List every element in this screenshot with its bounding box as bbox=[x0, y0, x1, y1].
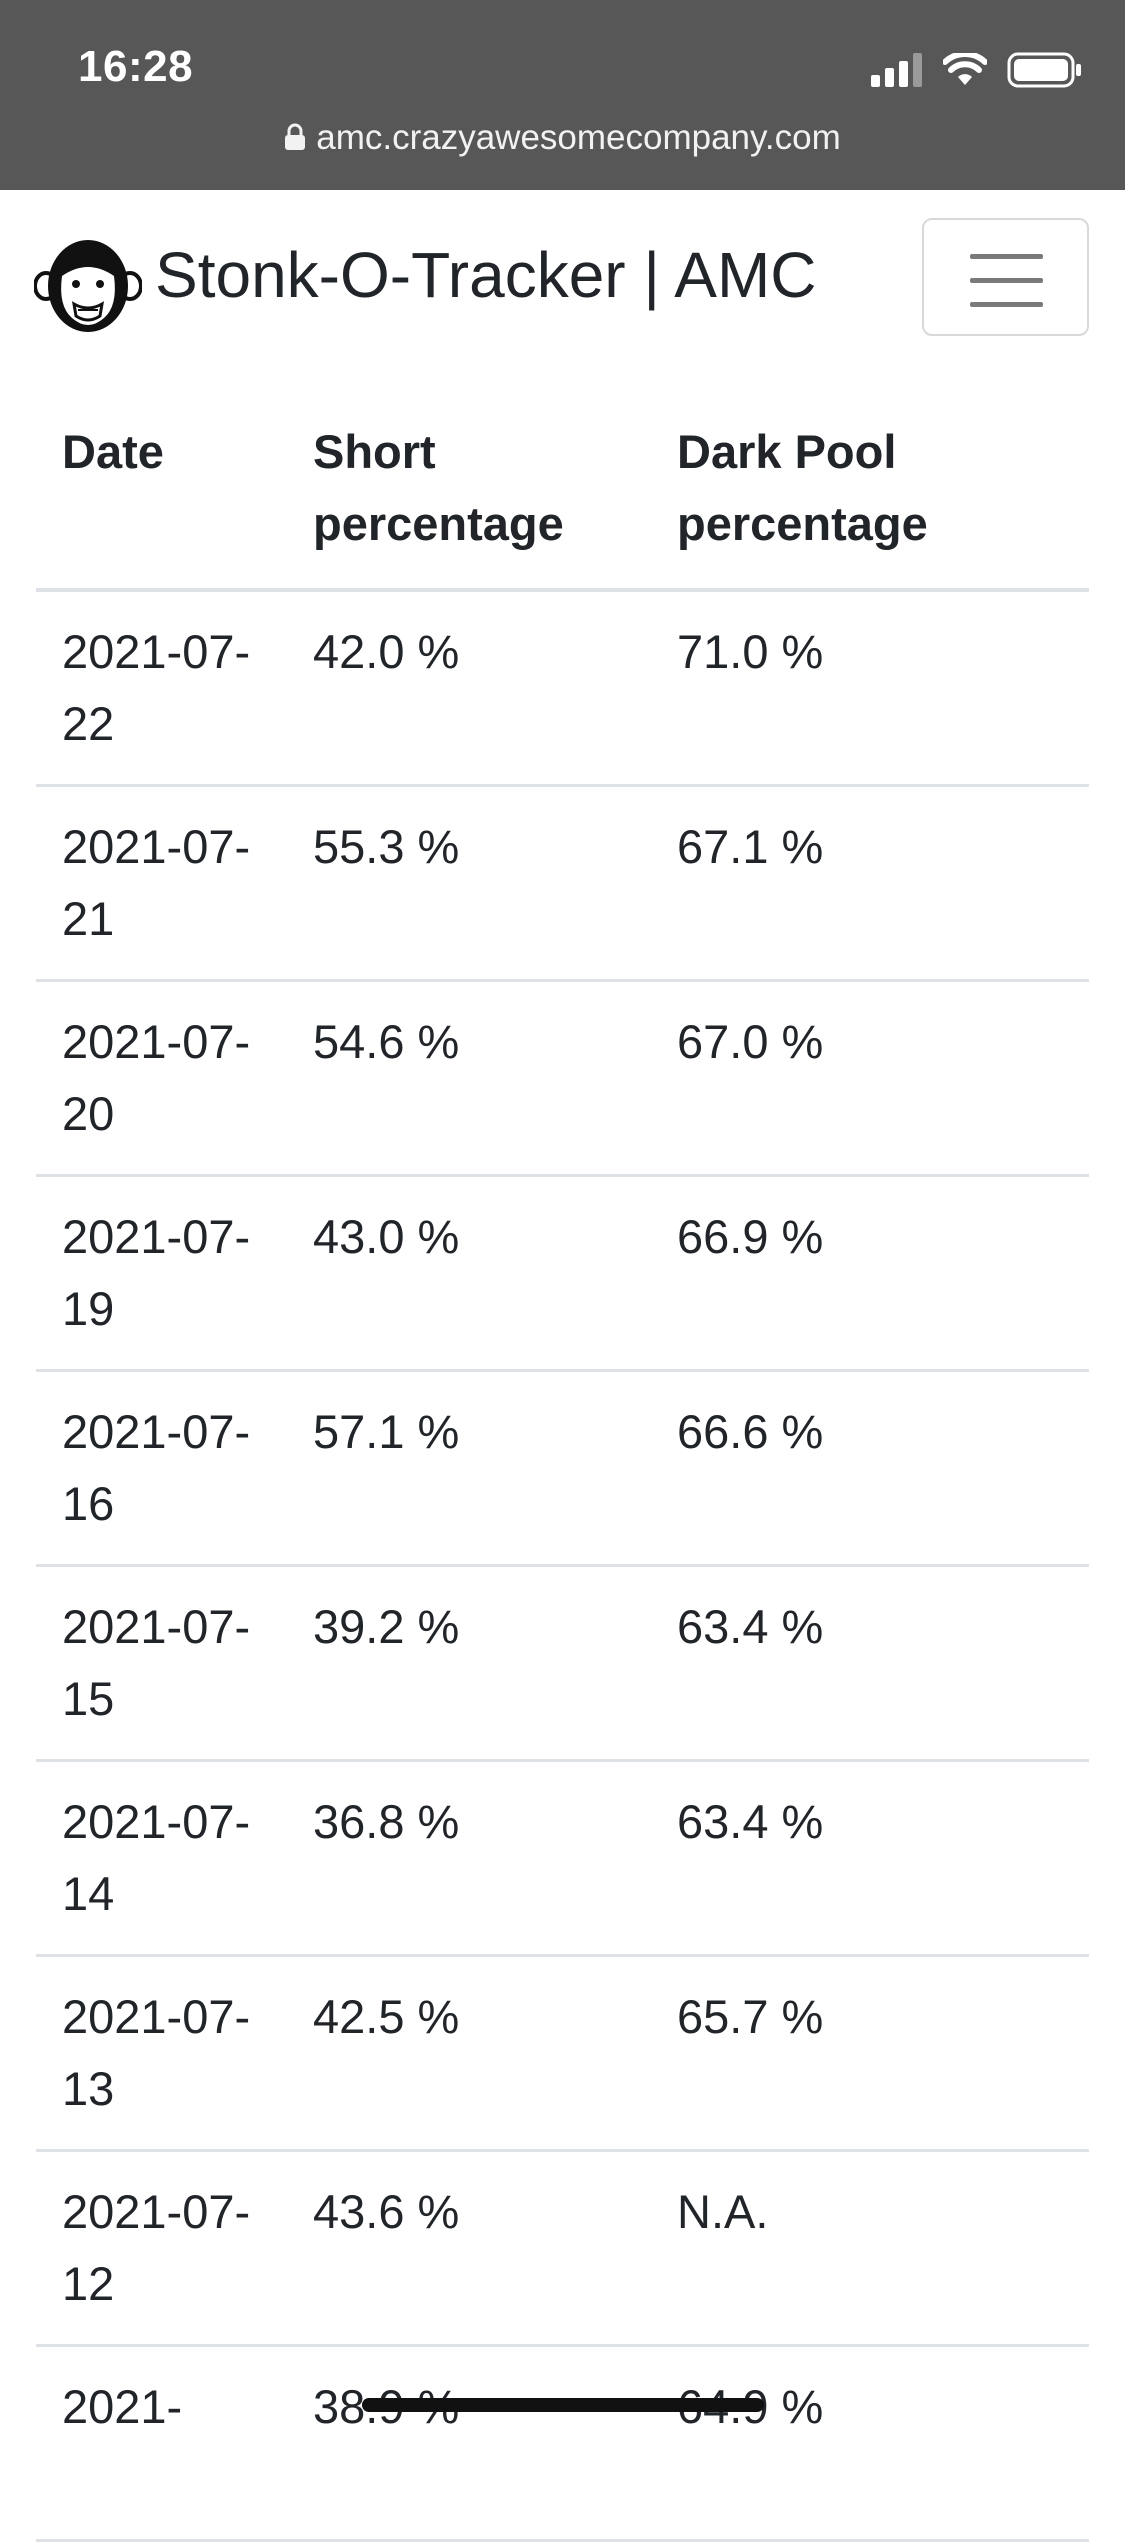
browser-top-bar: 16:28 amc.crazyawesomecompany.com bbox=[0, 0, 1125, 190]
cell-short: 42.5 % bbox=[287, 1955, 651, 2152]
cell-dark-pool: 71.0 % bbox=[651, 590, 1089, 787]
cell-dark-pool: 66.9 % bbox=[651, 1175, 1089, 1372]
cell-date: 2021-07-15 bbox=[36, 1565, 287, 1762]
cell-dark-pool: 66.6 % bbox=[651, 1370, 1089, 1567]
table-row: 2021-07-21 55.3 % 67.1 % bbox=[36, 785, 1089, 982]
cell-date: 2021-07-19 bbox=[36, 1175, 287, 1372]
cell-short: 36.8 % bbox=[287, 1760, 651, 1957]
cell-date: 2021-07-22 bbox=[36, 590, 287, 787]
table-row: 2021-07-19 43.0 % 66.9 % bbox=[36, 1175, 1089, 1372]
table-row: 2021-07-22 42.0 % 71.0 % bbox=[36, 590, 1089, 787]
table-row: 2021-07-15 39.2 % 63.4 % bbox=[36, 1565, 1089, 1762]
status-time: 16:28 bbox=[78, 42, 194, 91]
cell-dark-pool: 67.0 % bbox=[651, 980, 1089, 1177]
cell-date: 2021-07-14 bbox=[36, 1760, 287, 1957]
cell-dark-pool: 63.4 % bbox=[651, 1760, 1089, 1957]
table-row: 2021- 38.9 % 64.9 % bbox=[36, 2345, 1089, 2542]
cell-short: 43.0 % bbox=[287, 1175, 651, 1372]
cell-date: 2021-07-13 bbox=[36, 1955, 287, 2152]
signal-icon bbox=[871, 53, 922, 87]
short-data-table: Date Short percentage Dark Pool percenta… bbox=[36, 368, 1089, 2542]
cell-short: 54.6 % bbox=[287, 980, 651, 1177]
cell-short: 38.9 % bbox=[287, 2345, 651, 2542]
header-dark-pool-percentage: Dark Pool percentage bbox=[651, 368, 1089, 592]
menu-toggle-button[interactable] bbox=[922, 218, 1089, 336]
table-header-row: Date Short percentage Dark Pool percenta… bbox=[36, 368, 1089, 592]
cell-dark-pool: 65.7 % bbox=[651, 1955, 1089, 2152]
table-row: 2021-07-20 54.6 % 67.0 % bbox=[36, 980, 1089, 1177]
brand-title[interactable]: Stonk-O-Tracker | AMC bbox=[155, 239, 817, 311]
table-row: 2021-07-12 43.6 % N.A. bbox=[36, 2150, 1089, 2347]
table-row: 2021-07-16 57.1 % 66.6 % bbox=[36, 1370, 1089, 1567]
table-row: 2021-07-13 42.5 % 65.7 % bbox=[36, 1955, 1089, 2152]
url-text: amc.crazyawesomecompany.com bbox=[316, 118, 841, 157]
lock-icon bbox=[285, 123, 306, 150]
status-icons bbox=[871, 52, 1083, 88]
header-short-percentage: Short percentage bbox=[287, 368, 651, 592]
navbar: Stonk-O-Tracker | AMC bbox=[0, 190, 1125, 368]
battery-icon bbox=[1007, 52, 1081, 88]
cell-date: 2021- bbox=[36, 2345, 287, 2542]
cell-short: 43.6 % bbox=[287, 2150, 651, 2347]
cell-dark-pool: 63.4 % bbox=[651, 1565, 1089, 1762]
cell-date: 2021-07-20 bbox=[36, 980, 287, 1177]
cell-dark-pool: 64.9 % bbox=[651, 2345, 1089, 2542]
cell-short: 39.2 % bbox=[287, 1565, 651, 1762]
wifi-icon bbox=[943, 53, 987, 85]
hamburger-icon bbox=[970, 254, 1043, 259]
cell-date: 2021-07-16 bbox=[36, 1370, 287, 1567]
cell-dark-pool: 67.1 % bbox=[651, 785, 1089, 982]
cell-dark-pool: N.A. bbox=[651, 2150, 1089, 2347]
cell-date: 2021-07-12 bbox=[36, 2150, 287, 2347]
header-date: Date bbox=[36, 368, 287, 592]
cell-short: 55.3 % bbox=[287, 785, 651, 982]
home-indicator[interactable] bbox=[362, 2398, 764, 2412]
cell-date: 2021-07-21 bbox=[36, 785, 287, 982]
table-row: 2021-07-14 36.8 % 63.4 % bbox=[36, 1760, 1089, 1957]
url-bar[interactable]: amc.crazyawesomecompany.com bbox=[0, 118, 1125, 158]
monkey-logo-icon[interactable] bbox=[34, 236, 142, 336]
cell-short: 57.1 % bbox=[287, 1370, 651, 1567]
cell-short: 42.0 % bbox=[287, 590, 651, 787]
